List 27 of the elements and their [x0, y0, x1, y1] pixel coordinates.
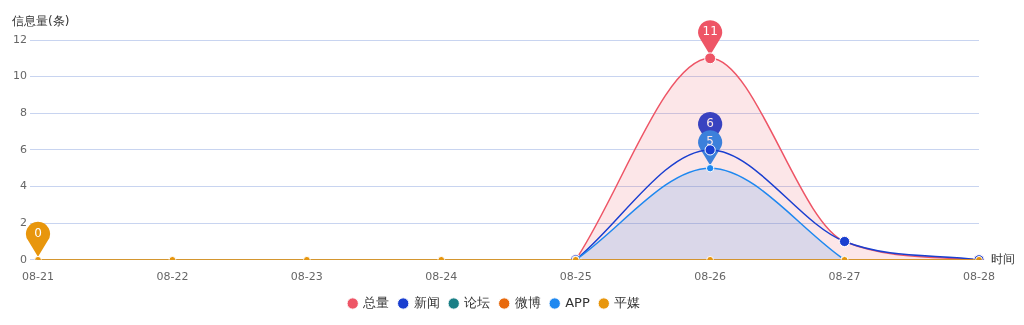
- x-tick-label: 08-27: [828, 270, 861, 284]
- legend-label: 总量: [362, 294, 390, 310]
- x-tick-label: 08-21: [22, 270, 54, 284]
- y-tick-label: 10: [13, 69, 27, 83]
- legend-label: 论坛: [464, 294, 491, 310]
- y-tick-label: 0: [20, 252, 27, 266]
- y-tick-label: 6: [20, 142, 27, 156]
- legend-label: 平媒: [614, 294, 641, 310]
- y-tick-label: 4: [20, 179, 27, 193]
- data-label: 5: [706, 134, 714, 149]
- data-label: 0: [34, 225, 42, 240]
- x-tick-label: 08-25: [559, 270, 592, 284]
- data-label: 11: [702, 24, 718, 39]
- x-tick-label: 08-22: [156, 270, 189, 284]
- y-tick-label: 12: [13, 32, 27, 46]
- y-tick-label: 2: [20, 216, 27, 230]
- x-tick-label: 08-26: [694, 270, 727, 284]
- x-tick-label: 08-23: [290, 270, 323, 284]
- x-axis-title: 时间: [991, 251, 1015, 266]
- y-tick-label: 8: [20, 106, 27, 120]
- legend-label: 微博: [514, 294, 541, 310]
- x-tick-label: 08-28: [963, 270, 995, 284]
- x-tick-label: 08-24: [425, 270, 458, 284]
- legend-label: APP: [565, 294, 590, 310]
- y-axis-title: 信息量(条): [12, 14, 70, 29]
- legend-label: 新闻: [413, 294, 440, 310]
- data-label: 6: [706, 116, 714, 131]
